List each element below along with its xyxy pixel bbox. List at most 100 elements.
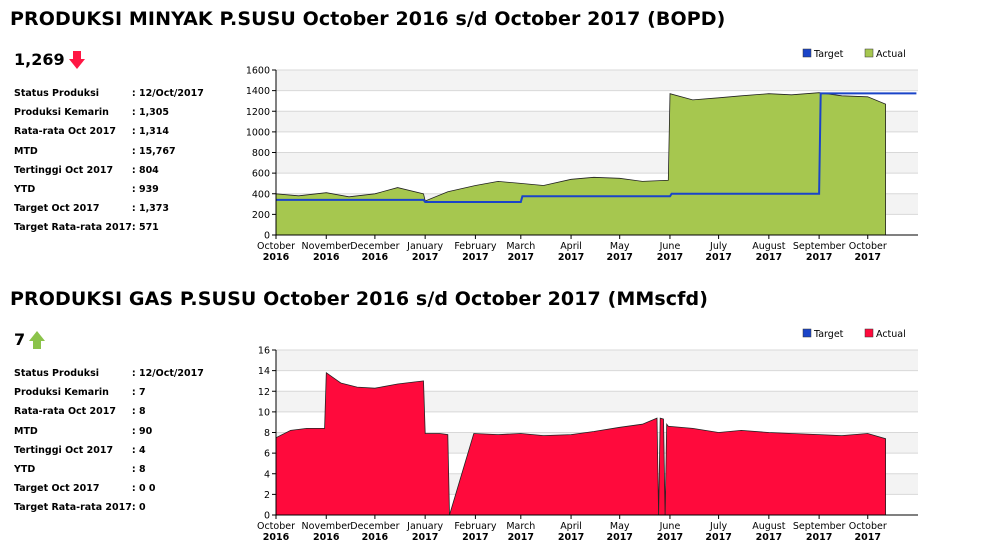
x-tick-label: November 2016 [302, 241, 352, 263]
oil-production-chart: 0 200 400 600 800 1000 1200 1400 1600 October 2016… [246, 48, 918, 263]
stat-value: : 8 [131, 406, 146, 418]
x-tick-label: August 2017 [752, 521, 786, 543]
gas-production-chart: 0 2 4 6 8 10 12 14 16 October 2016 November 2016Dece… [257, 328, 918, 543]
x-tick-label: January 2017 [406, 241, 443, 263]
x-tick-label: October 2017 [849, 521, 887, 543]
stat-value: : 1,314 [131, 126, 170, 138]
stat-value: : 12/Oct/2017 [131, 88, 204, 100]
stat-row: Target Rata-rata 2017: 571 [14, 218, 244, 237]
y-tick-label: 10 [258, 407, 270, 418]
y-tick-label: 8 [264, 428, 270, 439]
y-tick-label: 16 [258, 346, 270, 357]
x-tick-label: March 2017 [506, 521, 535, 543]
x-tick-label: September 2017 [793, 241, 846, 263]
stat-label: MTD [14, 425, 38, 437]
oil-current-number: 1,269 [14, 50, 65, 69]
stat-value: : 0 [131, 502, 146, 514]
stat-label: YTD [14, 184, 36, 196]
x-tick-label: October 2016 [257, 241, 295, 263]
x-tick-label: April 2017 [558, 521, 584, 543]
y-tick-label: 2 [264, 490, 270, 501]
gas-current-number: 7 [14, 330, 26, 349]
stat-row: Tertinggi Oct 2017: 4 [14, 441, 244, 460]
stat-value: : 8 [131, 464, 146, 476]
stat-value: : 1,373 [131, 203, 170, 215]
x-tick-label: October 2016 [257, 521, 295, 543]
legend-label: Target [813, 329, 844, 340]
x-tick-label: October 2017 [849, 241, 887, 263]
gas-stats-table: Status Produksi: 12/Oct/2017 Produksi Ke… [14, 364, 244, 518]
series-target-line [276, 92, 917, 203]
stat-value: : 7 [131, 387, 146, 399]
y-tick-label: 1400 [246, 86, 270, 97]
stat-row: Rata-rata Oct 2017: 1,314 [14, 122, 244, 141]
x-tick-label: July 2017 [705, 521, 731, 543]
stat-row: MTD : 90 [14, 422, 244, 441]
oil-stats-table: Status Produksi : 12/Oct/2017 Produksi Ke… [14, 84, 244, 238]
legend: Target Actual [802, 328, 906, 340]
x-tick-label: April 2017 [558, 241, 584, 263]
stat-row: Target Oct 2017 : 0 0 [14, 479, 244, 498]
stat-row: Status Produksi: 12/Oct/2017 [14, 364, 244, 383]
stat-row: Target Oct 2017 : 1,373 [14, 199, 244, 218]
stat-row: Rata-rata Oct 2017 : 8 [14, 402, 244, 421]
series-actual-area [275, 371, 886, 516]
x-tick-label: June 2017 [657, 521, 683, 543]
stat-label: Tertinggi Oct 2017 [14, 164, 114, 176]
grid-band [276, 391, 918, 412]
y-tick-label: 6 [264, 449, 270, 460]
y-tick-label: 200 [252, 210, 270, 221]
stat-value: : 939 [131, 184, 159, 196]
stat-row: Produksi Kemarin : 7 [14, 383, 244, 402]
legend-swatch [864, 48, 874, 58]
y-tick-label: 4 [264, 469, 270, 480]
legend-swatch [802, 48, 812, 58]
oil-section-title: PRODUKSI MINYAK P.SUSU October 2016 s/d … [10, 8, 726, 30]
x-tick-label: January 2017 [406, 521, 443, 543]
stat-value: : 90 [131, 425, 153, 437]
x-tick-label: May 2017 [606, 241, 632, 263]
stat-row: MTD: 15,767 [14, 142, 244, 161]
stat-label: Target Rata-rata 2017 [14, 502, 132, 514]
y-tick-label: 12 [258, 387, 270, 398]
y-tick-label: 800 [252, 148, 270, 159]
x-tick-label: December 2016 [350, 521, 399, 543]
stat-value: : 571 [131, 222, 159, 234]
x-tick-label: September 2017 [793, 521, 846, 543]
x-tick-label: May 2017 [606, 521, 632, 543]
y-tick-label: 0 [264, 511, 270, 522]
legend-swatch [864, 328, 874, 338]
stat-label: Target Rata-rata 2017 [14, 222, 132, 234]
stat-row: YTD : 8 [14, 460, 244, 479]
stat-row: Tertinggi Oct 2017: 804 [14, 161, 244, 180]
legend-label: Actual [876, 329, 906, 340]
stat-value: : 1,305 [131, 107, 170, 119]
gas-current-value: 7 [14, 330, 46, 349]
y-tick-label: 1200 [246, 107, 270, 118]
trend-down-icon [68, 50, 85, 69]
gas-section-title: PRODUKSI GAS P.SUSU October 2016 s/d Oct… [10, 288, 709, 310]
stat-value: : 15,767 [131, 145, 176, 157]
stat-row: Produksi Kemarin : 1,305 [14, 103, 244, 122]
legend: Target Actual [802, 48, 906, 60]
stat-label: YTD [14, 464, 36, 476]
stat-label: Rata-rata Oct 2017 [14, 406, 116, 418]
stat-label: Target Oct 2017 [14, 203, 100, 215]
grid-band [276, 350, 918, 371]
series-actual-area [275, 92, 886, 236]
legend-label: Actual [876, 49, 906, 60]
stat-value: : 0 0 [131, 483, 156, 495]
stat-label: Produksi Kemarin [14, 107, 109, 119]
x-tick-label: February 2017 [454, 241, 496, 263]
stat-label: Status Produksi [14, 88, 100, 100]
stat-label: Target Oct 2017 [14, 483, 100, 495]
oil-current-value: 1,269 [14, 50, 85, 69]
y-tick-label: 1000 [246, 127, 270, 138]
stat-row: YTD : 939 [14, 180, 244, 199]
stat-row: Target Rata-rata 2017: 0 [14, 498, 244, 517]
x-tick-label: November 2016 [302, 521, 352, 543]
stat-label: Status Produksi [14, 368, 100, 380]
trend-up-icon [29, 330, 46, 349]
stat-label: Produksi Kemarin [14, 387, 109, 399]
legend-swatch [802, 328, 812, 338]
